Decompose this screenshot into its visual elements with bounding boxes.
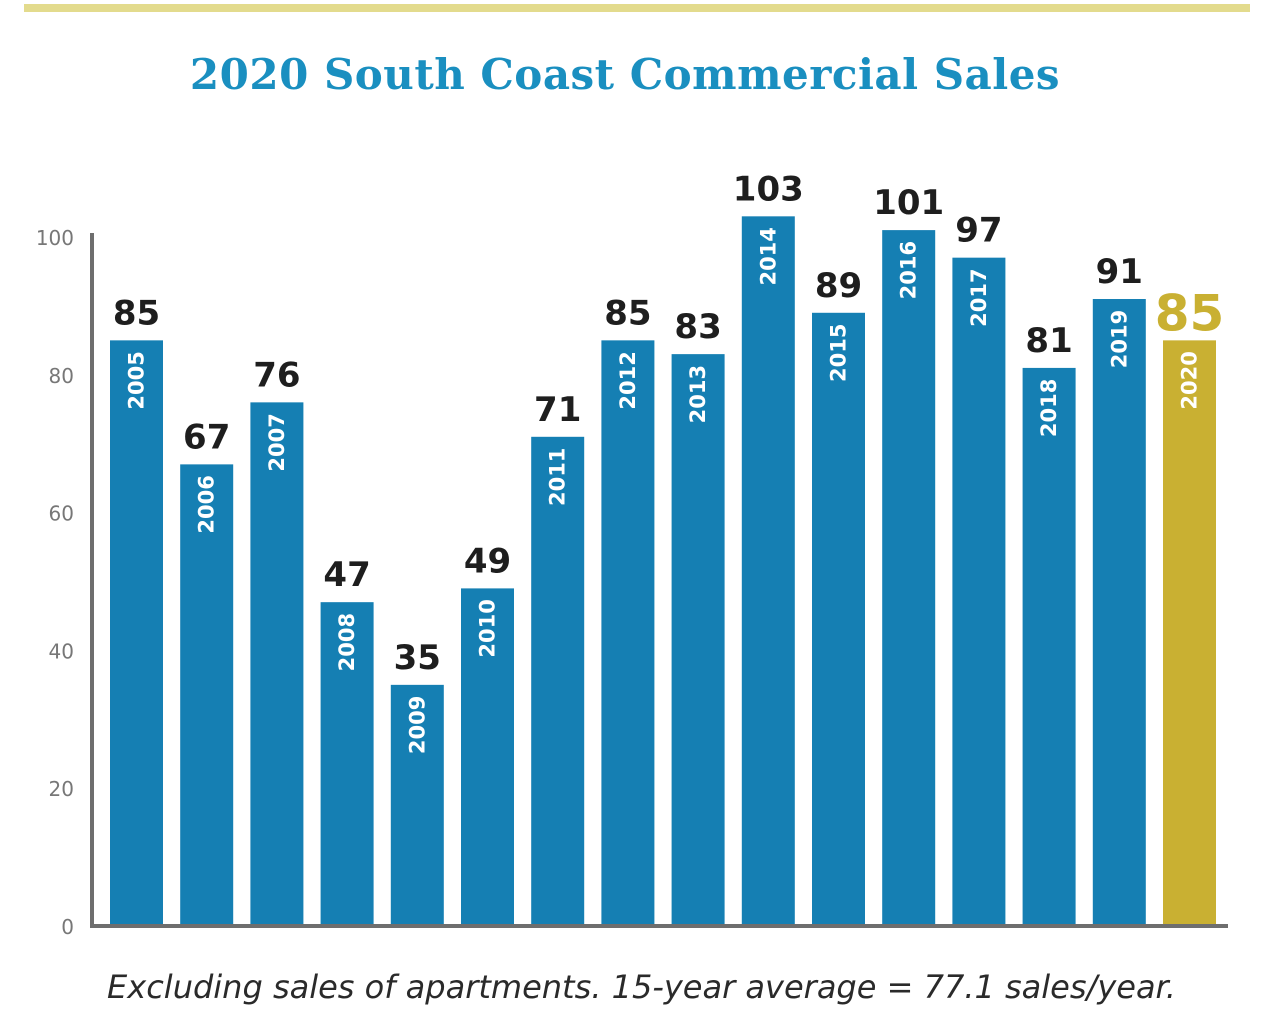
value-label-2012: 85 [604,293,651,333]
bar-2018 [1022,367,1076,926]
bar-2015 [812,312,865,926]
y-axis-ticks: 0 20 40 60 80 100 [36,226,74,939]
category-label-2015: 2015 [827,324,851,382]
bar-2005 [110,340,163,927]
category-label-2005: 2005 [125,351,149,409]
value-label-2011: 71 [534,390,581,430]
value-label-2013: 83 [674,307,721,347]
category-label-2017: 2017 [967,268,991,326]
category-label-2013: 2013 [686,365,710,423]
bar-2011 [531,436,585,926]
value-label-2010: 49 [464,541,511,581]
category-label-2012: 2012 [616,351,640,409]
category-label-2016: 2016 [897,241,921,299]
bar-2014 [741,216,795,926]
top-rule [24,4,1250,12]
bar-2008 [320,602,374,926]
value-label-2018: 81 [1025,321,1072,361]
y-tick-label: 60 [49,502,74,526]
category-label-2014: 2014 [756,227,780,285]
value-label-2005: 85 [113,293,160,333]
value-label-2007: 76 [253,355,300,395]
value-label-2020: 85 [1155,284,1225,342]
value-label-2008: 47 [323,555,370,595]
value-label-2016: 101 [873,183,944,223]
category-label-2008: 2008 [335,613,359,671]
category-label-2020: 2020 [1178,351,1202,409]
y-tick-label: 0 [61,915,74,939]
bar-2019 [1092,299,1146,926]
category-label-2010: 2010 [476,599,500,657]
bar-2012 [601,340,655,927]
value-label-2019: 91 [1096,252,1143,292]
axes [90,233,1228,928]
y-tick-label: 80 [49,364,74,388]
category-label-2007: 2007 [265,413,289,471]
value-label-2014: 103 [733,169,804,209]
category-label-2006: 2006 [195,475,219,533]
bars: 85 2005 67 2006 76 2007 47 2008 35 2009 49 2010 71 20… [110,169,1225,927]
bar-2016 [882,230,936,927]
category-label-2018: 2018 [1037,379,1061,437]
bar-2013 [671,354,725,926]
chart-title: 2020 South Coast Commercial Sales [189,50,1061,99]
bar-2017 [952,257,1006,926]
chart-footnote: Excluding sales of apartments. 15-year a… [107,968,1176,1006]
y-tick-label: 20 [49,777,74,801]
value-label-2009: 35 [394,638,441,678]
bar-2006 [180,464,234,926]
bar-2020 [1163,340,1216,927]
bar-2009 [390,684,444,926]
value-label-2017: 97 [955,211,1002,251]
y-tick-label: 40 [49,639,74,663]
category-label-2019: 2019 [1107,310,1131,368]
category-label-2011: 2011 [546,448,570,506]
bar-2007 [250,402,304,926]
y-tick-label: 100 [36,226,74,250]
value-label-2015: 89 [815,266,862,306]
bar-2010 [461,588,514,926]
category-label-2009: 2009 [405,696,429,754]
value-label-2006: 67 [183,417,230,457]
